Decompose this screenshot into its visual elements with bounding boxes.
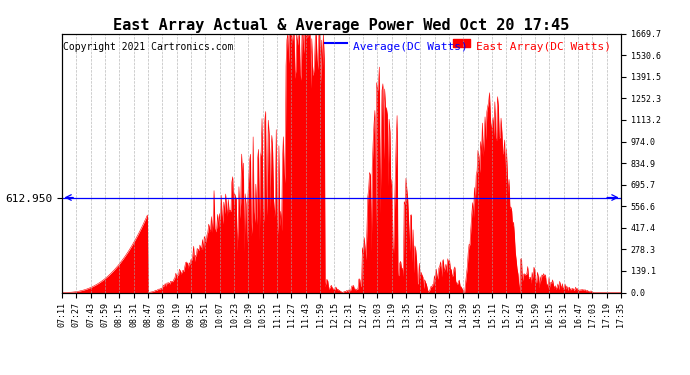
Text: East Array(DC Watts): East Array(DC Watts) <box>475 42 611 51</box>
Text: Copyright 2021 Cartronics.com: Copyright 2021 Cartronics.com <box>63 42 233 51</box>
Title: East Array Actual & Average Power Wed Oct 20 17:45: East Array Actual & Average Power Wed Oc… <box>113 18 570 33</box>
Text: Average(DC Watts): Average(DC Watts) <box>353 42 468 51</box>
